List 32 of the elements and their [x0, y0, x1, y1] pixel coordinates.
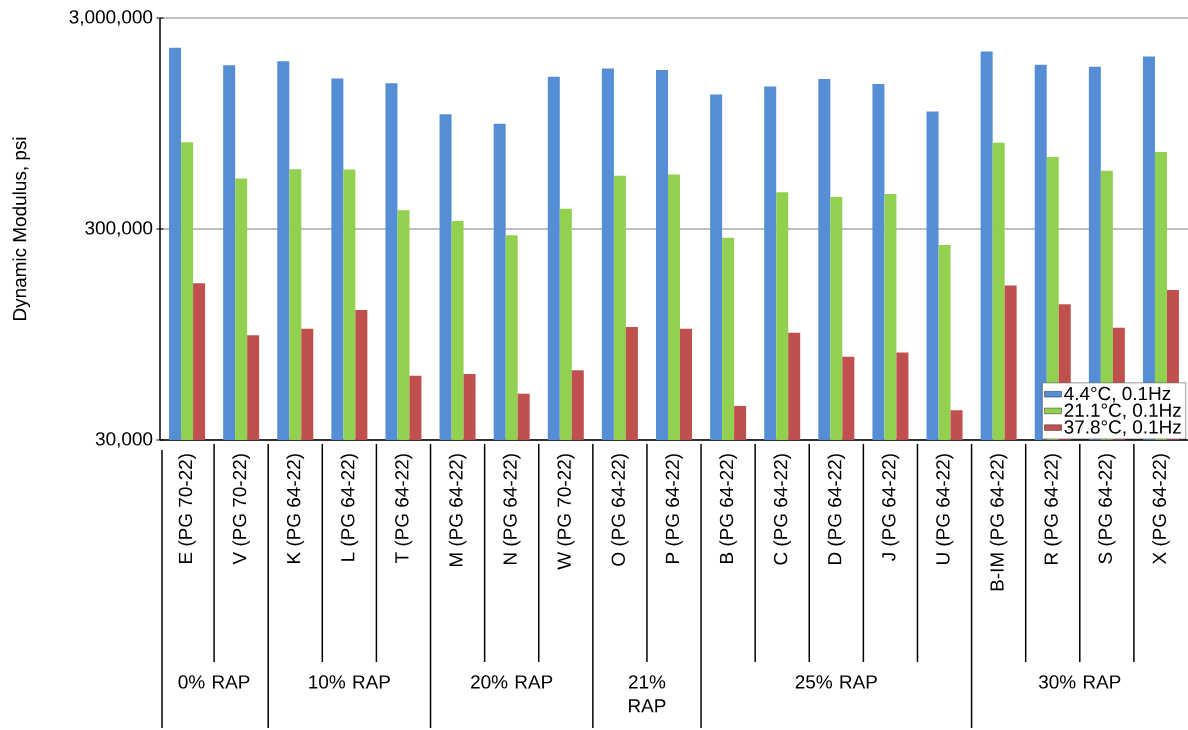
x-tick-label: X (PG 64-22)	[1152, 454, 1170, 565]
y-tick-label: 30,000	[95, 432, 153, 448]
x-tick-label: V (PG 70-22)	[232, 454, 250, 565]
x-tick-label: O (PG 64-22)	[611, 454, 629, 566]
y-tick-label: 300,000	[85, 221, 153, 237]
legend-label: 21.1°C, 0.1Hz	[1064, 403, 1181, 420]
text: 20% RAP	[471, 675, 553, 689]
y-axis-title: Dynamic Modulus, psi	[12, 137, 31, 321]
x-tick-label: B (PG 64-22)	[719, 454, 737, 563]
x-tick-label: K (PG 64-22)	[286, 454, 305, 563]
x-tick-label: R (PG 64-22)	[1043, 454, 1062, 564]
x-tick-label: E (PG 70-22)	[178, 454, 196, 563]
text: 10% RAP	[309, 675, 390, 689]
text: 21% RAP	[628, 675, 666, 713]
text: 30% RAP	[1038, 675, 1121, 689]
x-tick-label: T (PG 64-22)	[394, 454, 413, 564]
x-tick-label: N (PG 64-22)	[502, 454, 521, 564]
x-tick-label: W (PG 70-22)	[556, 454, 575, 570]
x-tick-label: C (PG 64-22)	[773, 454, 792, 565]
legend-label: 4.4°C, 0.1Hz	[1064, 386, 1171, 403]
x-tick-label: S (PG 64-22)	[1098, 454, 1116, 564]
x-tick-label: B-IM (PG 64-22)	[989, 454, 1008, 591]
y-tick-label: 3,000,000	[69, 10, 153, 26]
legend-label: 37.8°C, 0.1Hz	[1064, 420, 1181, 436]
x-tick-label: M (PG 64-22)	[448, 454, 467, 567]
text: 25% RAP	[795, 675, 877, 689]
x-tick-label: U (PG 64-22)	[935, 454, 954, 565]
x-tick-label: L (PG 64-22)	[340, 454, 359, 561]
x-tick-label: J (PG 64-22)	[881, 454, 900, 562]
text: 0% RAP	[178, 675, 250, 689]
x-tick-label: D (PG 64-22)	[827, 454, 846, 564]
x-tick-label: P (PG 64-22)	[665, 454, 683, 563]
